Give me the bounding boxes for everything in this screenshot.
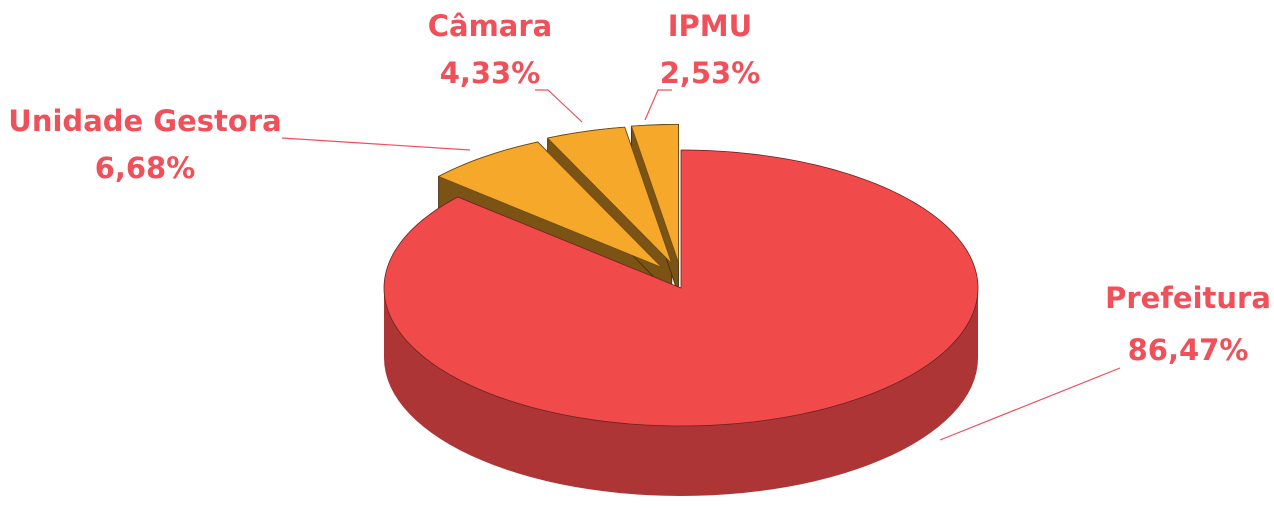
- slice-value-label: 2,53%: [660, 56, 761, 90]
- slice-value-label: 6,68%: [95, 151, 196, 185]
- slice-side: [384, 288, 978, 496]
- leader-line: [644, 89, 672, 121]
- leader-line: [939, 367, 1121, 441]
- slice: [630, 124, 679, 263]
- leader-line: [535, 89, 583, 123]
- slice: [383, 149, 979, 427]
- slice-value-label: 4,33%: [440, 56, 541, 90]
- slice-label: Câmara: [428, 9, 553, 43]
- slice-label: Unidade Gestora: [8, 104, 281, 138]
- leader-line: [281, 137, 471, 151]
- slice: [546, 126, 673, 264]
- slice-value-label: 86,47%: [1128, 333, 1249, 367]
- slice-label: Prefeitura: [1105, 281, 1271, 315]
- slice: [437, 141, 663, 268]
- slice-label: IPMU: [668, 9, 752, 43]
